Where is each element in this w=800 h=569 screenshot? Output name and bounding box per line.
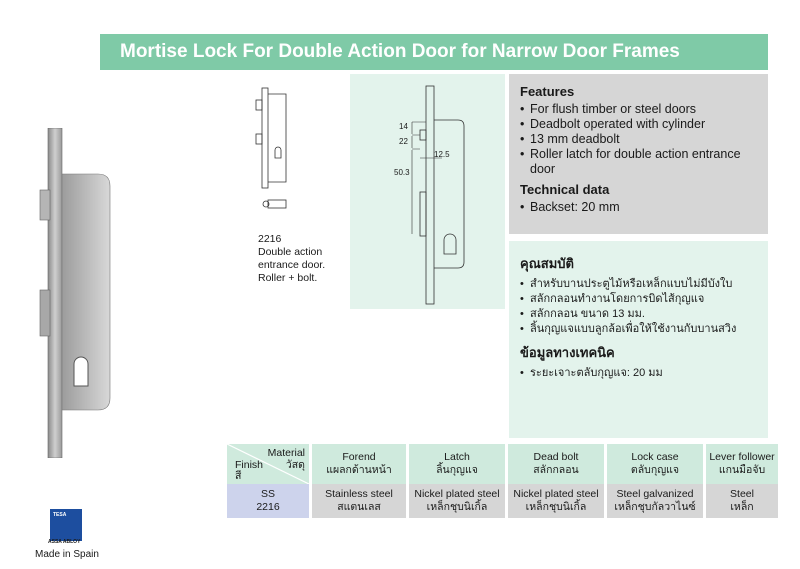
- caption-line-2: entrance door.: [258, 259, 326, 271]
- title-bar: Mortise Lock For Double Action Door for …: [100, 34, 768, 70]
- finish-code-cell: SS 2216: [227, 484, 309, 518]
- made-in-label: Made in Spain: [35, 549, 99, 560]
- parent-brand: ASSA ABLOY: [48, 539, 81, 545]
- header-lever-follower: Lever follower แกนมือจับ: [706, 444, 778, 484]
- feature-thai-item: ลิ้นกุญแจแบบลูกล้อเพื่อให้ใช้งานกับบานสว…: [520, 322, 760, 337]
- features-thai-box: คุณสมบัติ สำหรับบานประตูไม้หรือเหล็กแบบไ…: [509, 241, 768, 438]
- caption-code: 2216: [258, 233, 282, 245]
- cell-lever-follower: Steel เหล็ก: [706, 484, 778, 518]
- technical-data-thai-item: ระยะเจาะตลับกุญแจ: 20 มม: [520, 366, 760, 381]
- header-dead-bolt: Dead bolt สลักกลอน: [508, 444, 604, 484]
- feature-thai-item: สลักกลอนทำงานโดยการบิดไส้กุญแจ: [520, 292, 760, 307]
- dimension-50-3: 50.3: [394, 168, 410, 177]
- feature-item: 13 mm deadbolt: [520, 132, 760, 147]
- caption-line-3: Roller + bolt.: [258, 272, 318, 284]
- feature-item: Roller latch for double action entrance …: [520, 147, 760, 177]
- page-title: Mortise Lock For Double Action Door for …: [120, 41, 680, 62]
- technical-data-item: Backset: 20 mm: [520, 200, 760, 215]
- finish-label-thai: สี: [235, 470, 242, 482]
- feature-item: For flush timber or steel doors: [520, 102, 760, 117]
- table-row: SS 2216 Stainless steel สแตนเลส Nickel pla…: [227, 484, 778, 518]
- brand-logo: TESA: [50, 509, 82, 541]
- cell-dead-bolt: Nickel plated steel เหล็กชุบนิเกิ้ล: [508, 484, 604, 518]
- header-latch: Latch ลิ้นกุญแจ: [409, 444, 505, 484]
- cell-forend: Stainless steel สแตนเลส: [312, 484, 406, 518]
- dimension-14: 14: [399, 122, 408, 131]
- finish-label: Finish: [235, 459, 264, 471]
- feature-thai-item: สำหรับบานประตูไม้หรือเหล็กแบบไม่มีบังใบ: [520, 277, 760, 292]
- side-view-drawing: [255, 87, 287, 209]
- cell-latch: Nickel plated steel เหล็กชุบนิเกิ้ล: [409, 484, 505, 518]
- table-header-row: Material วัสดุ Finish สี Forend แผลกด้านห…: [227, 444, 778, 484]
- dimension-22: 22: [399, 137, 408, 146]
- dimension-12-5: 12.5: [434, 150, 450, 159]
- features-thai-heading: คุณสมบัติ: [520, 256, 574, 271]
- material-label-thai: วัสดุ: [285, 459, 305, 471]
- cell-lock-case: Steel galvanized เหล็กชุบกัลวาไนซ์: [607, 484, 703, 518]
- lock-product-image: [39, 128, 111, 458]
- specification-table: Material วัสดุ Finish สี Forend แผลกด้านห…: [224, 444, 781, 518]
- technical-data-thai-heading: ข้อมูลทางเทคนิค: [520, 345, 615, 360]
- technical-data-heading: Technical data: [520, 182, 610, 197]
- features-box: Features For flush timber or steel doors…: [509, 74, 768, 234]
- dimension-diagram: 14 22 12.5 50.3: [350, 74, 505, 309]
- material-label: Material: [267, 447, 305, 459]
- features-heading: Features: [520, 84, 575, 99]
- table-corner-cell: Material วัสดุ Finish สี: [227, 444, 309, 484]
- feature-thai-item: สลักกลอน ขนาด 13 มม.: [520, 307, 760, 322]
- feature-item: Deadbolt operated with cylinder: [520, 117, 760, 132]
- dimension-drawing: [411, 85, 465, 305]
- header-forend: Forend แผลกด้านหน้า: [312, 444, 406, 484]
- caption-line-1: Double action: [258, 246, 323, 258]
- header-lock-case: Lock case ตลับกุญแจ: [607, 444, 703, 484]
- model-caption: 2216 Double action entrance door. Roller…: [258, 233, 325, 285]
